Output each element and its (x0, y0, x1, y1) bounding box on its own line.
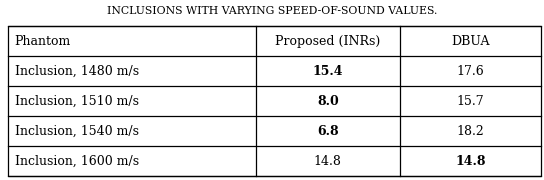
Text: 17.6: 17.6 (456, 65, 485, 78)
Text: Inclusion, 1480 m/s: Inclusion, 1480 m/s (15, 65, 139, 78)
Text: 14.8: 14.8 (314, 155, 342, 168)
Text: 15.4: 15.4 (312, 65, 343, 78)
Text: 15.7: 15.7 (457, 95, 484, 108)
Text: INCLUSIONS WITH VARYING SPEED-OF-SOUND VALUES.: INCLUSIONS WITH VARYING SPEED-OF-SOUND V… (107, 6, 437, 16)
Text: 6.8: 6.8 (317, 125, 338, 138)
Text: Inclusion, 1540 m/s: Inclusion, 1540 m/s (15, 125, 139, 138)
Text: DBUA: DBUA (452, 35, 490, 48)
Text: Phantom: Phantom (15, 35, 71, 48)
Text: Proposed (INRs): Proposed (INRs) (275, 35, 380, 48)
Text: Inclusion, 1510 m/s: Inclusion, 1510 m/s (15, 95, 139, 108)
Text: Inclusion, 1600 m/s: Inclusion, 1600 m/s (15, 155, 139, 168)
Text: 18.2: 18.2 (456, 125, 485, 138)
Text: 14.8: 14.8 (455, 155, 486, 168)
Text: 8.0: 8.0 (317, 95, 338, 108)
Bar (8, 26, 541, 176)
